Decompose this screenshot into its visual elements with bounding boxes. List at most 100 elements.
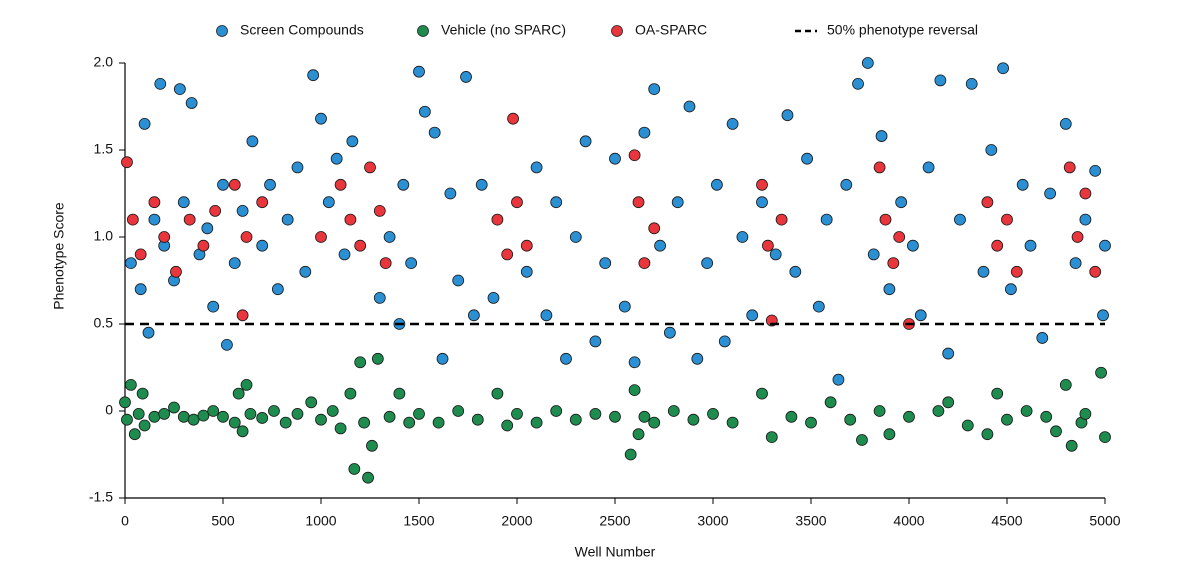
point <box>436 352 449 365</box>
point <box>221 338 233 351</box>
point <box>683 100 696 113</box>
point <box>954 213 966 226</box>
point <box>256 196 269 209</box>
x-tick-label: 3000 <box>697 513 728 529</box>
point <box>413 65 425 78</box>
point <box>1010 265 1023 278</box>
point <box>638 410 651 423</box>
point <box>569 413 582 426</box>
point <box>736 231 749 243</box>
point <box>475 178 488 191</box>
point <box>338 248 351 261</box>
point <box>236 425 249 438</box>
x-tick-label: 4500 <box>991 513 1022 529</box>
point <box>638 257 651 270</box>
point <box>965 77 978 90</box>
point <box>530 416 543 429</box>
point <box>148 213 161 226</box>
point <box>707 407 719 420</box>
point <box>148 196 161 209</box>
point <box>805 416 817 429</box>
legend-marker <box>216 25 228 37</box>
point <box>511 407 523 420</box>
point <box>201 222 214 235</box>
point <box>507 112 519 125</box>
point <box>452 274 465 287</box>
point <box>1099 239 1111 252</box>
y-tick-label: -1.5 <box>89 489 113 505</box>
legend-label: Screen Compounds <box>240 22 364 38</box>
point <box>628 384 641 397</box>
point <box>138 419 151 432</box>
point <box>177 196 190 209</box>
y-tick-label: 1.5 <box>94 141 114 157</box>
point <box>907 239 919 252</box>
x-tick-label: 5000 <box>1089 513 1120 529</box>
point <box>132 407 145 420</box>
point <box>711 178 723 191</box>
point <box>373 204 386 217</box>
point <box>756 196 768 209</box>
legend-label: Vehicle (no SPARC) <box>441 22 566 38</box>
point <box>942 396 955 409</box>
point <box>501 248 514 261</box>
x-axis-label: Well Number <box>575 544 656 560</box>
point <box>589 407 602 420</box>
point <box>589 335 602 348</box>
point <box>648 416 661 429</box>
x-tick-label: 3500 <box>795 513 826 529</box>
point <box>840 178 853 191</box>
point <box>148 410 161 423</box>
point <box>501 419 514 432</box>
point <box>281 213 294 226</box>
point <box>173 83 186 95</box>
point <box>628 356 641 369</box>
point <box>873 161 886 174</box>
point <box>315 413 327 426</box>
point <box>136 387 149 400</box>
point <box>1065 439 1078 452</box>
point <box>393 387 406 400</box>
point <box>124 378 137 391</box>
point <box>879 213 892 226</box>
point <box>520 265 533 278</box>
point <box>371 352 384 365</box>
point <box>236 309 249 322</box>
point <box>307 69 320 82</box>
point <box>232 387 245 400</box>
point <box>789 265 802 278</box>
point <box>418 105 431 118</box>
point <box>134 283 147 296</box>
point <box>775 213 788 226</box>
point <box>354 239 367 252</box>
point <box>315 112 327 125</box>
point <box>322 196 335 209</box>
x-tick-label: 1000 <box>305 513 336 529</box>
point <box>801 152 813 165</box>
point <box>520 239 533 252</box>
point <box>883 428 896 441</box>
point <box>124 257 137 270</box>
point <box>1079 407 1092 420</box>
point <box>403 416 416 429</box>
point <box>383 231 396 243</box>
point <box>977 265 990 278</box>
point <box>1097 309 1109 322</box>
point <box>579 135 592 148</box>
point <box>1059 118 1072 130</box>
point <box>236 204 249 217</box>
point <box>632 428 645 441</box>
point <box>1099 431 1111 444</box>
point <box>428 126 441 139</box>
point <box>609 152 621 165</box>
point <box>271 283 284 296</box>
series <box>119 352 1111 484</box>
point <box>315 231 327 243</box>
series <box>121 112 1102 330</box>
point <box>550 196 563 209</box>
point <box>820 213 833 226</box>
x-tick-label: 1500 <box>403 513 434 529</box>
point <box>687 413 700 426</box>
point <box>922 161 935 174</box>
point <box>228 416 241 429</box>
